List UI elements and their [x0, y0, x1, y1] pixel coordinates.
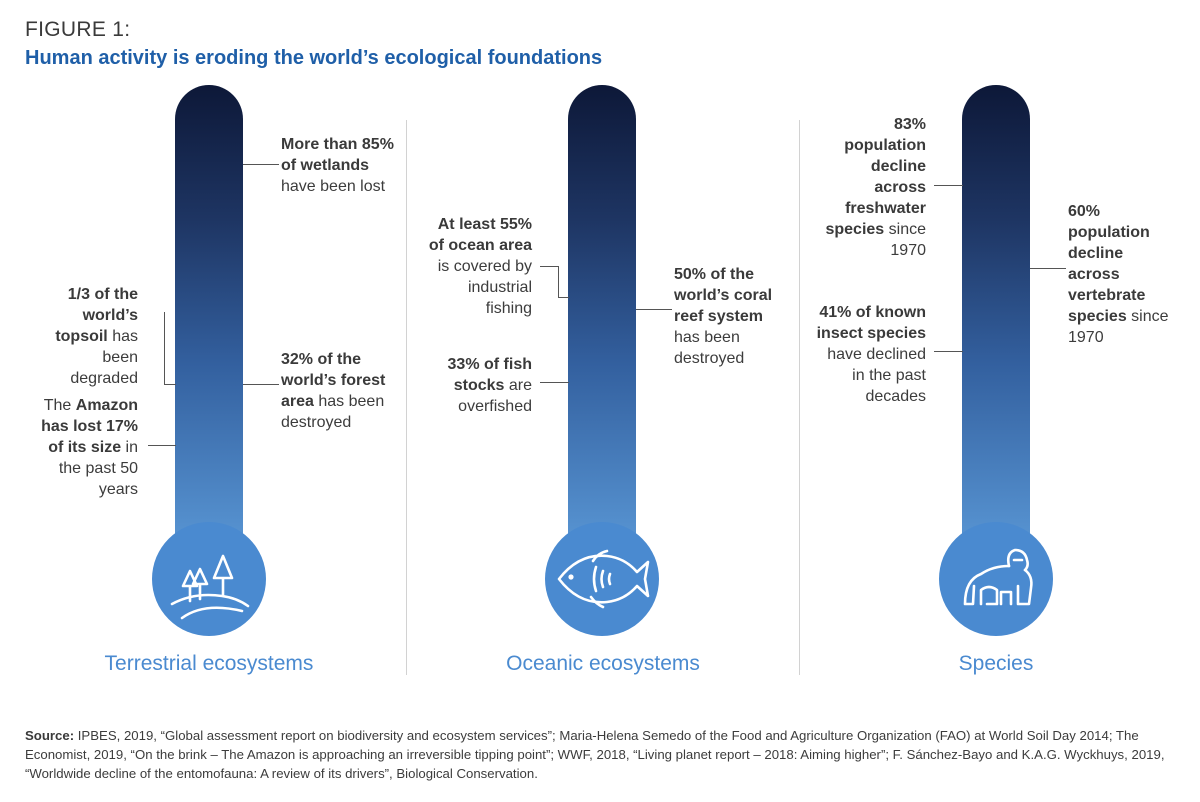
- leader-line: [934, 351, 963, 352]
- oceanic-label: Oceanic ecosystems: [506, 652, 700, 675]
- leader-line: [243, 164, 279, 165]
- annotation-insects: 41% of known insect species have decline…: [812, 302, 926, 407]
- leader-line: [636, 309, 672, 310]
- figure-title: Human activity is eroding the world’s ec…: [25, 47, 603, 69]
- annotation-text: have declined in the past decades: [827, 346, 926, 405]
- oceanic-thermometer-tube: [568, 85, 636, 535]
- annotation-vertebrate: 60% population decline across vertebrate…: [1068, 201, 1174, 348]
- annotation-text: in the past 50 years: [58, 439, 138, 498]
- figure-label: FIGURE 1:: [25, 18, 131, 41]
- leader-line: [934, 185, 963, 186]
- fish-icon: [557, 549, 650, 609]
- terrestrial-thermometer-bulb: [152, 522, 266, 636]
- annotation-bold: 50% of the world’s coral reef system: [674, 266, 773, 325]
- gorilla-icon: [963, 548, 1033, 606]
- annotation-bold: 83% population decline across freshwater…: [825, 116, 926, 238]
- leader-line: [243, 384, 279, 385]
- annotation-bold: Amazon has lost 17% of its size: [41, 397, 138, 456]
- annotation-bold: At least 55% of ocean area: [428, 216, 532, 254]
- annotation-prefix: The: [43, 397, 72, 414]
- leader-line: [1030, 268, 1066, 269]
- source-label: Source:: [25, 728, 75, 743]
- oceanic-thermometer-bulb: [545, 522, 659, 636]
- annotation-text: since 1970: [1068, 308, 1169, 346]
- annotation-bold: 60% population decline across vertebrate…: [1068, 203, 1150, 325]
- annotation-text: are overfished: [458, 377, 532, 415]
- species-thermometer-tube: [962, 85, 1030, 535]
- annotation-topsoil: 1/3 of the world’s topsoil has been degr…: [50, 284, 138, 389]
- annotation-amazon: The Amazon has lost 17% of its size in t…: [32, 395, 138, 500]
- source-text: IPBES, 2019, “Global assessment report o…: [25, 728, 1165, 781]
- annotation-text: has been destroyed: [674, 329, 745, 367]
- annotation-bold: 1/3 of the world’s topsoil: [55, 286, 138, 345]
- column-divider: [406, 120, 407, 675]
- trees-icon: [170, 554, 250, 620]
- annotation-bold: 32% of the world’s forest area: [281, 351, 386, 410]
- species-thermometer-bulb: [939, 522, 1053, 636]
- annotation-text: since 1970: [888, 221, 926, 259]
- annotation-text: have been lost: [281, 178, 386, 195]
- annotation-bold: More than 85% of wetlands: [281, 136, 394, 174]
- annotation-ocean-area: At least 55% of ocean area is covered by…: [420, 214, 532, 319]
- column-divider: [799, 120, 800, 675]
- annotation-text: has been degraded: [70, 328, 138, 387]
- source-note: Source: IPBES, 2019, “Global assessment …: [25, 726, 1175, 783]
- terrestrial-thermometer-tube: [175, 85, 243, 535]
- leader-line: [540, 266, 558, 267]
- leader-line: [148, 445, 176, 446]
- leader-line: [558, 266, 559, 297]
- species-label: Species: [958, 652, 1034, 675]
- annotation-text: has been destroyed: [281, 393, 385, 431]
- leader-line: [164, 312, 165, 384]
- leader-line: [558, 297, 569, 298]
- annotation-bold: 41% of known insect species: [816, 304, 926, 342]
- leader-line: [540, 382, 569, 383]
- annotation-coral: 50% of the world’s coral reef system has…: [674, 264, 789, 369]
- annotation-bold: 33% of fish stocks: [447, 356, 532, 394]
- annotation-forest: 32% of the world’s forest area has been …: [281, 349, 396, 433]
- annotation-text: is covered by industrial fishing: [437, 258, 532, 317]
- annotation-freshwater: 83% population decline across freshwater…: [818, 114, 926, 261]
- annotation-fish-stocks: 33% of fish stocks are overfished: [430, 354, 532, 417]
- annotation-wetlands: More than 85% of wetlands have been lost: [281, 134, 401, 197]
- leader-line: [164, 384, 176, 385]
- terrestrial-label: Terrestrial ecosystems: [104, 652, 314, 675]
